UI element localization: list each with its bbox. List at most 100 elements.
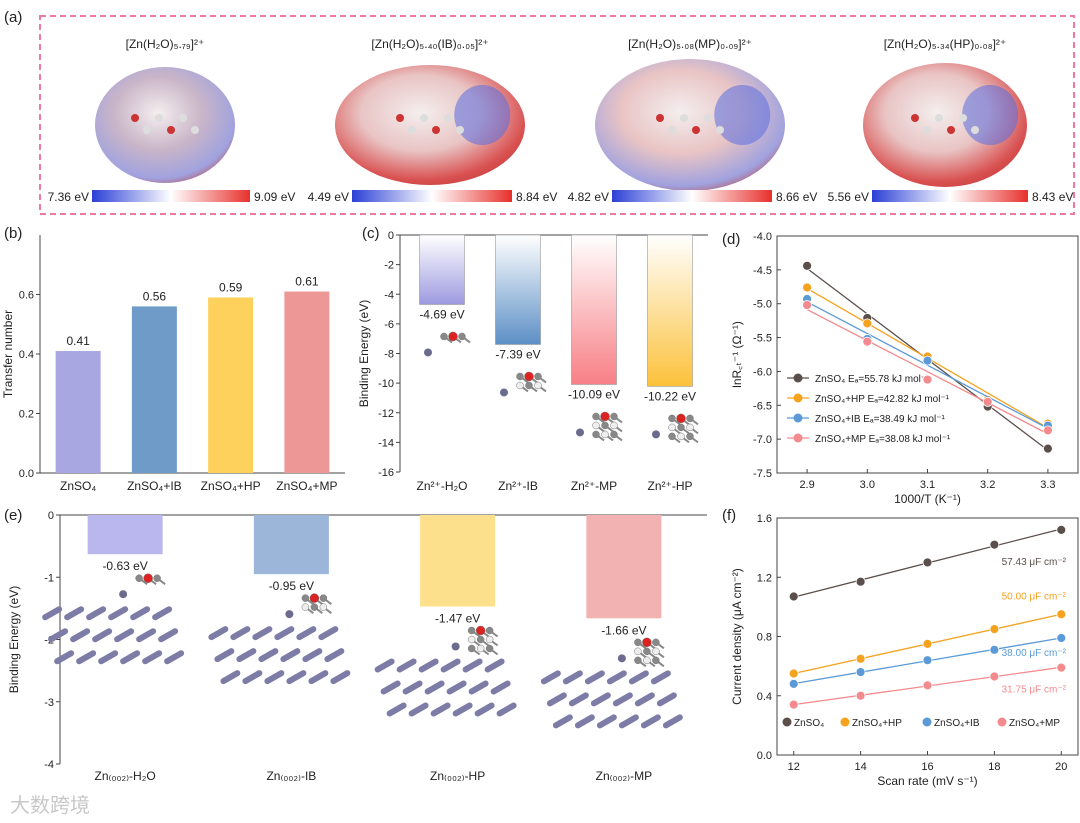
panel-label-c: (c) (362, 225, 380, 242)
y-tick-label: -6.5 (753, 400, 772, 412)
y-axis-label: Transfer number (1, 310, 15, 398)
zn-atom-row (324, 648, 345, 663)
atom-sphere (668, 423, 676, 432)
atom-sphere (656, 114, 664, 122)
bar (55, 351, 101, 473)
legend-label: ZnSO₄+IB (934, 718, 980, 729)
zn-atom-row (440, 658, 461, 673)
zn-atom-row (402, 680, 423, 695)
atom-sphere (601, 421, 609, 430)
bar-value-label: -1.47 eV (435, 612, 480, 626)
zn-atom-row (86, 606, 107, 621)
zn-atom-row (264, 670, 285, 685)
y-tick-label: 1.2 (757, 572, 772, 584)
capacitance-annotation: 38.00 μF cm⁻² (1002, 648, 1067, 659)
zn-atom-row (220, 670, 241, 685)
atom-sphere (642, 637, 652, 648)
atom-sphere (610, 421, 618, 430)
y-tick-label: 0.2 (19, 409, 34, 421)
zn-atom-row (386, 702, 407, 717)
atom-sphere (592, 421, 600, 430)
zn-atom-row (612, 692, 633, 707)
panel-label-e: (e) (4, 507, 22, 524)
zn-atom-row (650, 670, 671, 685)
zn-atom-row (634, 692, 655, 707)
bar (647, 234, 693, 387)
atom-sphere (668, 414, 676, 423)
zn-atom-row (158, 628, 179, 643)
legend-marker (997, 717, 1007, 727)
atom-sphere (167, 126, 175, 134)
y-tick-label: -6.0 (753, 366, 772, 378)
atom-sphere (680, 114, 688, 122)
zn-atom-row (562, 670, 583, 685)
data-point (989, 624, 1000, 634)
atom-sphere (444, 114, 452, 122)
atom-sphere (396, 114, 404, 122)
atom-sphere (677, 432, 685, 441)
legend-marker (840, 717, 850, 727)
zn-atom-row (396, 658, 417, 673)
atom-sphere (686, 423, 694, 432)
y-tick-label: -12 (378, 408, 394, 420)
x-tick-label: 3.2 (980, 479, 995, 491)
zn-atom-row (380, 680, 401, 695)
atom-sphere (534, 381, 542, 390)
x-category-label: Zn₍₀₀₂₎-HP (430, 769, 485, 783)
x-tick-label: 3.3 (1040, 479, 1055, 491)
bar (87, 515, 163, 555)
x-axis-label: Scan rate (mV s⁻¹) (877, 774, 977, 788)
atom-sphere (485, 635, 494, 644)
atom-sphere (467, 644, 476, 653)
atom-sphere (959, 114, 967, 122)
molecule-model (119, 573, 166, 599)
atom-sphere (610, 412, 618, 421)
y-tick-label: -8 (384, 349, 394, 361)
x-axis-label: 1000/T (K⁻¹) (894, 492, 961, 506)
zn-002-slab (374, 658, 517, 717)
esp-molecule-surface (863, 63, 1027, 187)
zn-atom-row (618, 714, 639, 729)
atom-sphere (135, 574, 143, 582)
zn-atom-row (70, 628, 91, 643)
atom-sphere (716, 126, 724, 134)
atom-sphere (408, 126, 416, 134)
zn-atom-row (142, 650, 163, 665)
esp-color-bar (352, 190, 512, 202)
x-category-label: ZnSO₄ (60, 479, 96, 493)
x-category-label: Zn²⁺-HP (648, 479, 693, 493)
legend-marker (793, 373, 803, 383)
data-point (982, 396, 993, 407)
esp-max-label: 9.09 eV (254, 190, 295, 204)
y-tick-label: -5.0 (753, 299, 772, 311)
zn-atom-row (164, 650, 185, 665)
esp-map-title: [Zn(H₂O)₅.₃₄(HP)₀.₀₈]²⁺ (884, 37, 1007, 51)
y-tick-label: 0.0 (19, 468, 34, 480)
bar-value-label: -0.95 eV (269, 579, 314, 593)
atom-sphere (448, 331, 458, 342)
atom-sphere (534, 372, 542, 381)
y-tick-label: 0.4 (19, 349, 34, 361)
zn-atom-row (640, 714, 661, 729)
zn-atom-row (286, 670, 307, 685)
x-tick-label: 3.1 (920, 479, 935, 491)
x-category-label: Zn₍₀₀₂₎-IB (266, 769, 316, 783)
data-point (922, 655, 933, 666)
esp-negative-region (714, 85, 771, 145)
atom-sphere (610, 430, 618, 439)
zn-atom-row (120, 650, 141, 665)
esp-color-bar (612, 190, 772, 202)
atom-sphere (601, 430, 609, 439)
zn-atom-row (490, 680, 511, 695)
esp-min-label: 4.82 eV (568, 190, 609, 204)
atom-sphere (143, 573, 153, 583)
y-tick-label: -4 (44, 759, 54, 771)
data-point (1056, 524, 1067, 535)
zn-atom-row (274, 626, 295, 641)
zn-atom-row (242, 670, 263, 685)
atom-sphere (420, 114, 428, 122)
zn-atom-row (136, 628, 157, 643)
data-point (922, 680, 933, 691)
data-point (855, 690, 866, 701)
x-tick-label: 3.0 (860, 479, 875, 491)
